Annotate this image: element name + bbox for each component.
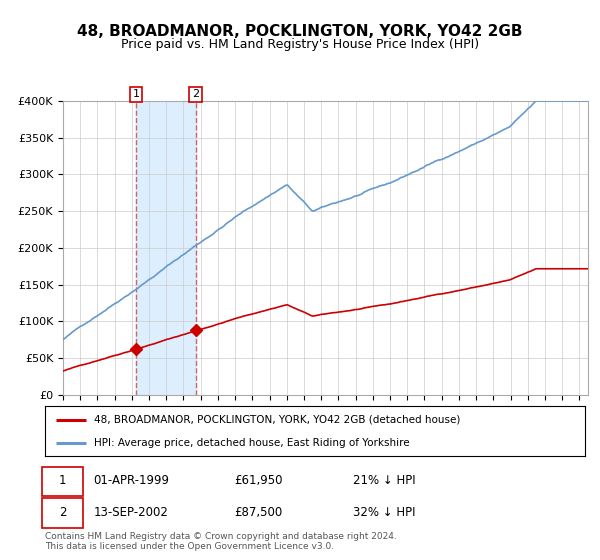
Text: £87,500: £87,500 (234, 506, 282, 519)
Text: 48, BROADMANOR, POCKLINGTON, YORK, YO42 2GB (detached house): 48, BROADMANOR, POCKLINGTON, YORK, YO42 … (94, 414, 460, 424)
Text: 2: 2 (192, 90, 199, 99)
Text: 2: 2 (59, 506, 66, 519)
Text: Contains HM Land Registry data © Crown copyright and database right 2024.
This d: Contains HM Land Registry data © Crown c… (45, 532, 397, 552)
Bar (136, 101, 196, 395)
Text: £61,950: £61,950 (234, 474, 283, 487)
FancyBboxPatch shape (42, 466, 83, 496)
Text: HPI: Average price, detached house, East Riding of Yorkshire: HPI: Average price, detached house, East… (94, 438, 409, 448)
Text: 01-APR-1999: 01-APR-1999 (94, 474, 170, 487)
FancyBboxPatch shape (42, 498, 83, 528)
Text: 1: 1 (59, 474, 66, 487)
Text: 32% ↓ HPI: 32% ↓ HPI (353, 506, 415, 519)
Text: Price paid vs. HM Land Registry's House Price Index (HPI): Price paid vs. HM Land Registry's House … (121, 38, 479, 50)
Text: 21% ↓ HPI: 21% ↓ HPI (353, 474, 415, 487)
Text: 1: 1 (133, 90, 140, 99)
Text: 13-SEP-2002: 13-SEP-2002 (94, 506, 169, 519)
Text: 48, BROADMANOR, POCKLINGTON, YORK, YO42 2GB: 48, BROADMANOR, POCKLINGTON, YORK, YO42 … (77, 24, 523, 39)
